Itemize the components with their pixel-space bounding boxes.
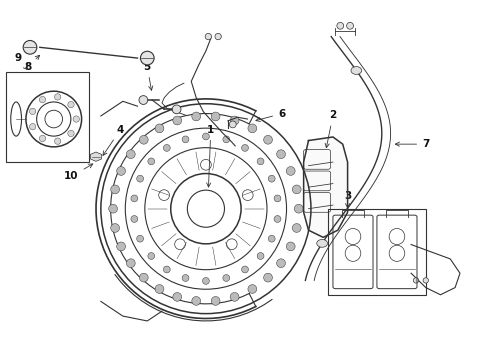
Ellipse shape [163,266,170,273]
Bar [328,209,426,295]
Ellipse shape [155,124,164,133]
Ellipse shape [274,216,281,222]
Ellipse shape [117,167,125,175]
Ellipse shape [268,235,275,242]
Ellipse shape [230,292,239,301]
Text: 9: 9 [14,53,27,69]
Ellipse shape [29,123,36,130]
Ellipse shape [39,96,46,103]
Ellipse shape [202,278,209,284]
Ellipse shape [173,116,182,125]
Ellipse shape [346,22,353,29]
Ellipse shape [242,144,248,151]
Ellipse shape [274,195,281,202]
Ellipse shape [277,150,285,158]
Ellipse shape [229,121,236,128]
Ellipse shape [68,130,74,137]
Ellipse shape [293,224,301,232]
Ellipse shape [111,224,120,232]
Text: 4: 4 [103,125,124,156]
Ellipse shape [182,136,189,143]
Ellipse shape [215,33,221,40]
Ellipse shape [126,259,135,267]
Ellipse shape [242,266,248,273]
Ellipse shape [141,51,154,65]
Text: 1: 1 [207,125,215,187]
Ellipse shape [139,96,148,104]
Ellipse shape [155,285,164,293]
Ellipse shape [264,273,272,282]
Text: 2: 2 [325,111,337,148]
Ellipse shape [137,175,144,182]
Ellipse shape [414,278,418,283]
Text: 7: 7 [395,139,429,149]
Ellipse shape [163,144,170,151]
Ellipse shape [423,278,428,283]
Ellipse shape [117,242,125,251]
Ellipse shape [148,253,155,260]
Ellipse shape [137,235,144,242]
Ellipse shape [257,158,264,165]
Ellipse shape [192,112,200,121]
Ellipse shape [223,275,230,282]
Ellipse shape [139,135,148,144]
Text: 3: 3 [344,191,351,208]
Ellipse shape [337,22,343,29]
Ellipse shape [286,242,295,251]
Ellipse shape [317,239,327,247]
Ellipse shape [294,204,303,213]
Ellipse shape [223,136,230,143]
Text: 6: 6 [256,109,285,122]
Ellipse shape [248,285,257,293]
Bar [5,72,89,162]
Ellipse shape [173,292,182,301]
Ellipse shape [182,275,189,282]
Ellipse shape [192,297,200,305]
Ellipse shape [23,40,37,54]
Ellipse shape [277,259,285,267]
Ellipse shape [29,108,36,114]
Ellipse shape [139,273,148,282]
Ellipse shape [68,102,74,108]
Ellipse shape [109,204,118,213]
Ellipse shape [172,105,181,114]
Ellipse shape [211,112,220,121]
Ellipse shape [257,253,264,260]
Ellipse shape [131,195,138,202]
Ellipse shape [202,133,209,140]
Ellipse shape [131,216,138,222]
Ellipse shape [293,185,301,194]
Text: 10: 10 [64,164,93,181]
Ellipse shape [54,138,61,144]
Text: 8: 8 [24,55,40,72]
Ellipse shape [264,135,272,144]
Ellipse shape [286,167,295,175]
Ellipse shape [351,67,362,75]
Ellipse shape [54,94,61,100]
Ellipse shape [73,116,79,122]
Ellipse shape [248,124,257,133]
Ellipse shape [205,33,212,40]
Ellipse shape [211,297,220,305]
Ellipse shape [111,185,120,194]
Ellipse shape [148,158,155,165]
Ellipse shape [230,116,239,125]
Text: 5: 5 [144,62,153,90]
Ellipse shape [39,135,46,141]
Ellipse shape [126,150,135,158]
Ellipse shape [268,175,275,182]
